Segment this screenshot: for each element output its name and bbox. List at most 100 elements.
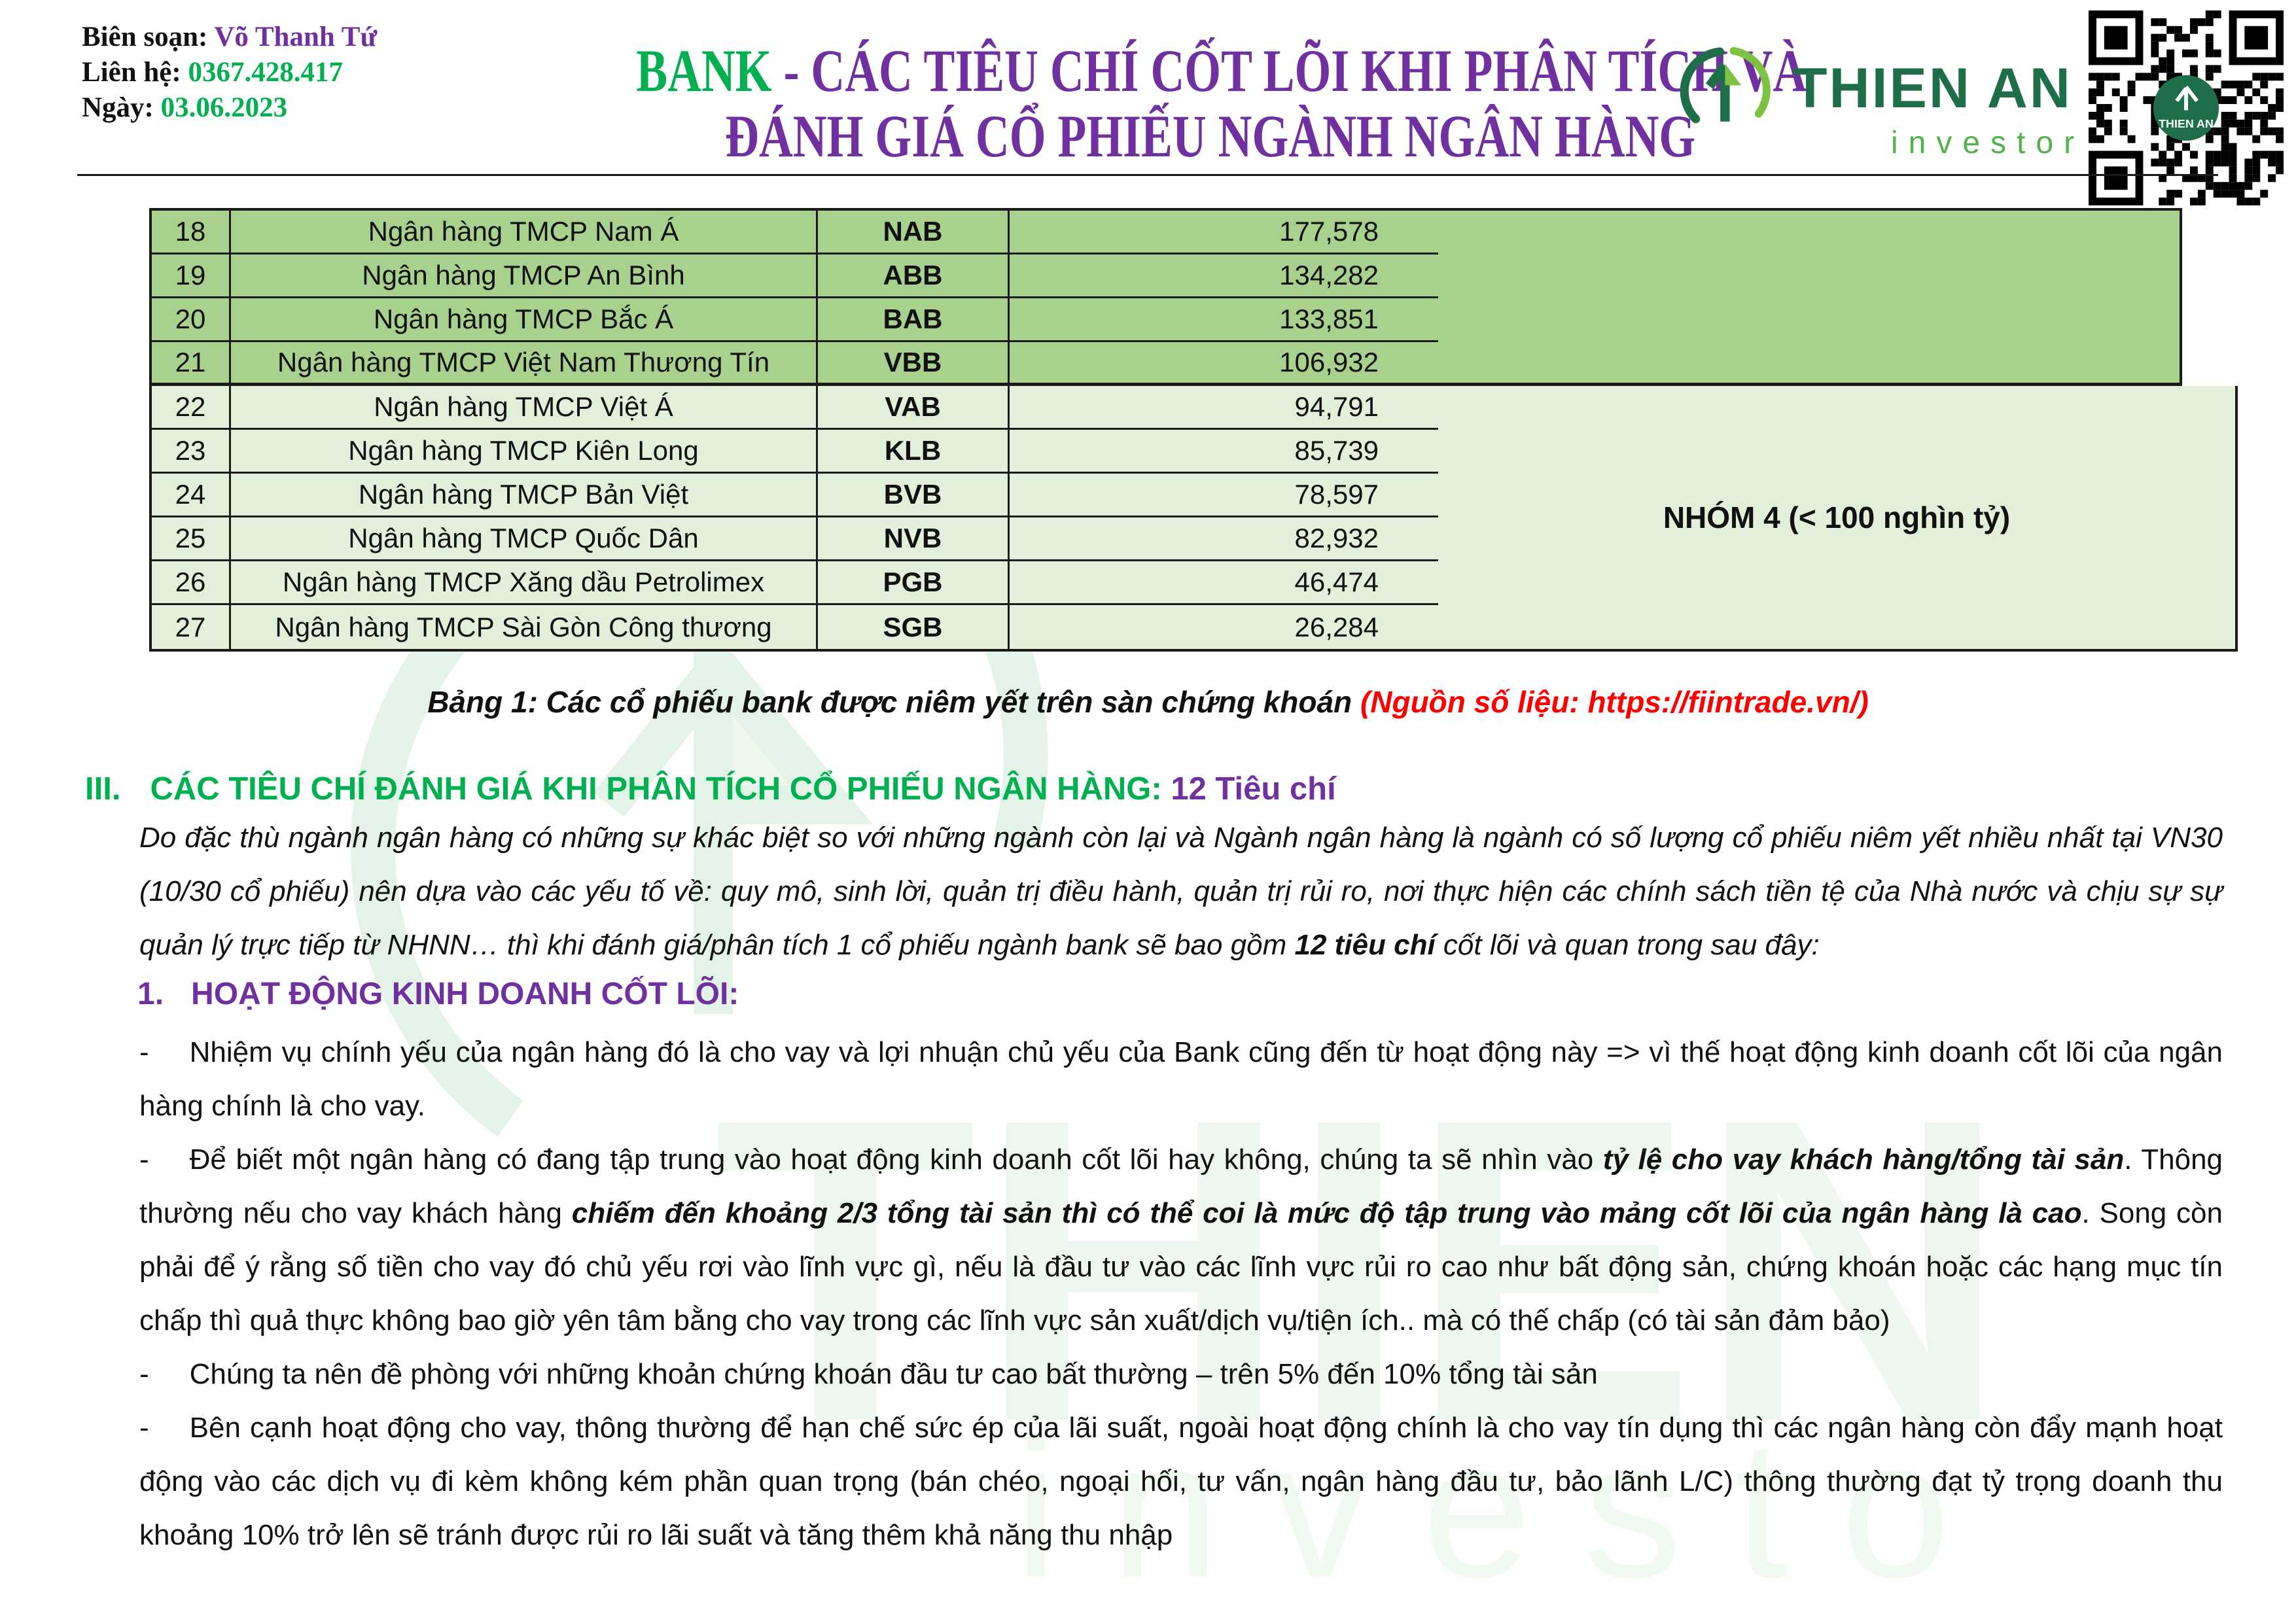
- title-line-1: BANK - CÁC TIÊU CHÍ CỐT LÕI KHI PHÂN TÍC…: [636, 38, 1807, 103]
- market-cap-cell: 133,851: [1008, 298, 1441, 340]
- title-line1-text: CÁC TIÊU CHÍ CỐT LÕI KHI PHÂN TÍCH VÀ: [811, 37, 1807, 104]
- ticker-cell: BVB: [816, 474, 1008, 515]
- bullet-dash: -: [139, 1036, 149, 1068]
- logo-text-block: THIEN AN investor: [1793, 56, 2085, 161]
- table-row: 22 Ngân hàng TMCP Việt Á VAB 94,791: [152, 386, 1441, 430]
- row-number-cell: 25: [175, 523, 206, 553]
- emphasized-text: chiếm đến khoảng 2/3 tổng tài sản thì có…: [571, 1197, 2082, 1229]
- row-number-cell: 18: [175, 216, 206, 247]
- market-cap-cell: 46,474: [1008, 561, 1441, 603]
- group3-merged-cell: [1438, 208, 2182, 386]
- table-row: 26 Ngân hàng TMCP Xăng dầu Petrolimex PGB 4…: [152, 561, 1441, 605]
- ticker-cell: NVB: [816, 517, 1008, 559]
- emphasized-text: 12 tiêu chí: [1294, 929, 1436, 961]
- table-row: 20 Ngân hàng TMCP Bắc Á BAB 133,851: [152, 298, 1441, 342]
- author-meta-block: Biên soạn: Võ Thanh Tứ Liên hệ: 0367.428…: [82, 20, 377, 126]
- date-row: Ngày: 03.06.2023: [82, 90, 377, 126]
- title-line-2: ĐÁNH GIÁ CỔ PHIẾU NGÀNH NGÂN HÀNG: [725, 103, 1696, 169]
- market-cap-cell: 94,791: [1008, 386, 1441, 428]
- ticker-cell: ABB: [816, 254, 1008, 296]
- table-row: 27 Ngân hàng TMCP Sài Gòn Công thương SGB 2…: [152, 605, 1441, 649]
- contact-value: 0367.428.417: [188, 57, 343, 88]
- logo-tagline: investor: [1891, 126, 2085, 160]
- contact-row: Liên hệ: 0367.428.417: [82, 55, 377, 90]
- body-text: Chúng ta nên đề phòng với những khoản ch…: [189, 1358, 1598, 1390]
- bank-name-cell: Ngân hàng TMCP Quốc Dân: [229, 517, 816, 559]
- section-1-heading: 1. HOẠT ĐỘNG KINH DOANH CỐT LÕI:: [137, 976, 739, 1012]
- market-cap-cell: 82,932: [1008, 517, 1441, 559]
- bank-name-cell: Ngân hàng TMCP Nam Á: [229, 211, 816, 253]
- row-number-cell: 27: [175, 611, 206, 642]
- table-row: 24 Ngân hàng TMCP Bản Việt BVB 78,597: [152, 474, 1441, 517]
- byline-row: Biên soạn: Võ Thanh Tứ: [82, 20, 377, 55]
- market-cap-cell: 106,932: [1008, 342, 1441, 383]
- ticker-cell: PGB: [816, 561, 1008, 603]
- body-text: cốt lõi và quan trong sau đây:: [1435, 929, 1820, 961]
- logo-arrow-circle-icon: [1680, 46, 1771, 124]
- bank-name-cell: Ngân hàng TMCP Sài Gòn Công thương: [229, 605, 816, 649]
- market-cap-cell: 177,578: [1008, 211, 1441, 253]
- body-text: . Thông thường nếu cho vay khách hàng: [139, 1143, 2223, 1229]
- bullet-list: - Nhiệm vụ chính yếu của ngân hàng đó là …: [139, 1026, 2223, 1562]
- bank-name-cell: Ngân hàng TMCP Bản Việt: [229, 474, 816, 515]
- header-divider-line: [77, 174, 2218, 176]
- row-number-cell: 22: [175, 391, 206, 422]
- bank-name-cell: Ngân hàng TMCP Bắc Á: [229, 298, 816, 340]
- intro-paragraph: Do đặc thù ngành ngân hàng có những sự k…: [139, 811, 2223, 972]
- section-iii-numeral: III.: [85, 771, 121, 807]
- section-iii-suffix: 12 Tiêu chí: [1171, 771, 1336, 807]
- ticker-cell: NAB: [816, 211, 1008, 253]
- body-text: . Song còn phải để ý rằng số tiền cho va…: [139, 1197, 2223, 1336]
- bullet-dash: -: [139, 1358, 149, 1390]
- bullet-paragraph: - Nhiệm vụ chính yếu của ngân hàng đó là …: [139, 1026, 2223, 1133]
- row-number-cell: 23: [175, 435, 206, 466]
- body-text: Để biết một ngân hàng có đang tập trung …: [189, 1143, 1603, 1176]
- bank-name-cell: Ngân hàng TMCP Việt Á: [229, 386, 816, 428]
- group4-merged-cell: NHÓM 4 (< 100 nghìn tỷ): [1438, 386, 2238, 652]
- date-label: Ngày:: [82, 92, 154, 123]
- ticker-cell: BAB: [816, 298, 1008, 340]
- bank-name-cell: Ngân hàng TMCP Việt Nam Thương Tín: [229, 342, 816, 383]
- body-text: Nhiệm vụ chính yếu của ngân hàng đó là c…: [139, 1036, 2223, 1122]
- page-title: BANK - CÁC TIÊU CHÍ CỐT LÕI KHI PHÂN TÍC…: [471, 38, 1950, 169]
- emphasized-text: tỷ lệ cho vay khách hàng/tổng tài sản: [1602, 1143, 2125, 1176]
- market-cap-cell: 26,284: [1008, 605, 1441, 649]
- row-number-cell: 20: [175, 304, 206, 334]
- byline-label: Biên soạn:: [82, 22, 208, 52]
- market-cap-cell: 85,739: [1008, 430, 1441, 472]
- section-1-numeral: 1.: [137, 977, 164, 1011]
- bank-name-cell: Ngân hàng TMCP Kiên Long: [229, 430, 816, 472]
- bank-name-cell: Ngân hàng TMCP An Bình: [229, 254, 816, 296]
- table-row: 25 Ngân hàng TMCP Quốc Dân NVB 82,932: [152, 517, 1441, 561]
- market-cap-cell: 134,282: [1008, 254, 1441, 296]
- bullet-paragraph: - Để biết một ngân hàng có đang tập trung…: [139, 1133, 2223, 1348]
- ticker-cell: SGB: [816, 605, 1008, 649]
- bullet-dash: -: [139, 1143, 149, 1176]
- bank-name-cell: Ngân hàng TMCP Xăng dầu Petrolimex: [229, 561, 816, 603]
- ticker-cell: KLB: [816, 430, 1008, 472]
- title-bank-word: BANK: [636, 37, 772, 104]
- section-1-title: HOẠT ĐỘNG KINH DOANH CỐT LÕI:: [191, 977, 739, 1011]
- table-row: 23 Ngân hàng TMCP Kiên Long KLB 85,739: [152, 430, 1441, 474]
- byline-value: Võ Thanh Tứ: [214, 22, 378, 52]
- title-separator: -: [771, 37, 811, 104]
- bullet-paragraph: - Chúng ta nên đề phòng với những khoản c…: [139, 1348, 2223, 1401]
- section-iii-title: CÁC TIÊU CHÍ ĐÁNH GIÁ KHI PHÂN TÍCH CỔ P…: [150, 771, 1171, 807]
- date-value: 03.06.2023: [160, 92, 288, 123]
- bullet-paragraph: - Bên cạnh hoạt động cho vay, thông thườn…: [139, 1401, 2223, 1562]
- table-caption: Bảng 1: Các cổ phiếu bank được niêm yết …: [0, 684, 2296, 720]
- section-iii-heading: III. CÁC TIÊU CHÍ ĐÁNH GIÁ KHI PHÂN TÍCH …: [85, 771, 1336, 807]
- body-text: Do đặc thù ngành ngân hàng có những sự k…: [139, 822, 2223, 961]
- ticker-cell: VAB: [816, 386, 1008, 428]
- market-cap-cell: 78,597: [1008, 474, 1441, 515]
- body-text: Bên cạnh hoạt động cho vay, thông thường…: [139, 1412, 2223, 1551]
- caption-main: Bảng 1: Các cổ phiếu bank được niêm yết …: [427, 685, 1360, 719]
- ticker-cell: VBB: [816, 342, 1008, 383]
- bullet-dash: -: [139, 1412, 149, 1444]
- row-number-cell: 21: [175, 347, 206, 377]
- svg-text:THIEN AN: THIEN AN: [2159, 117, 2214, 130]
- logo-name: THIEN AN: [1793, 57, 2072, 120]
- qr-code: THIEN AN: [2089, 10, 2284, 205]
- row-number-cell: 24: [175, 479, 206, 510]
